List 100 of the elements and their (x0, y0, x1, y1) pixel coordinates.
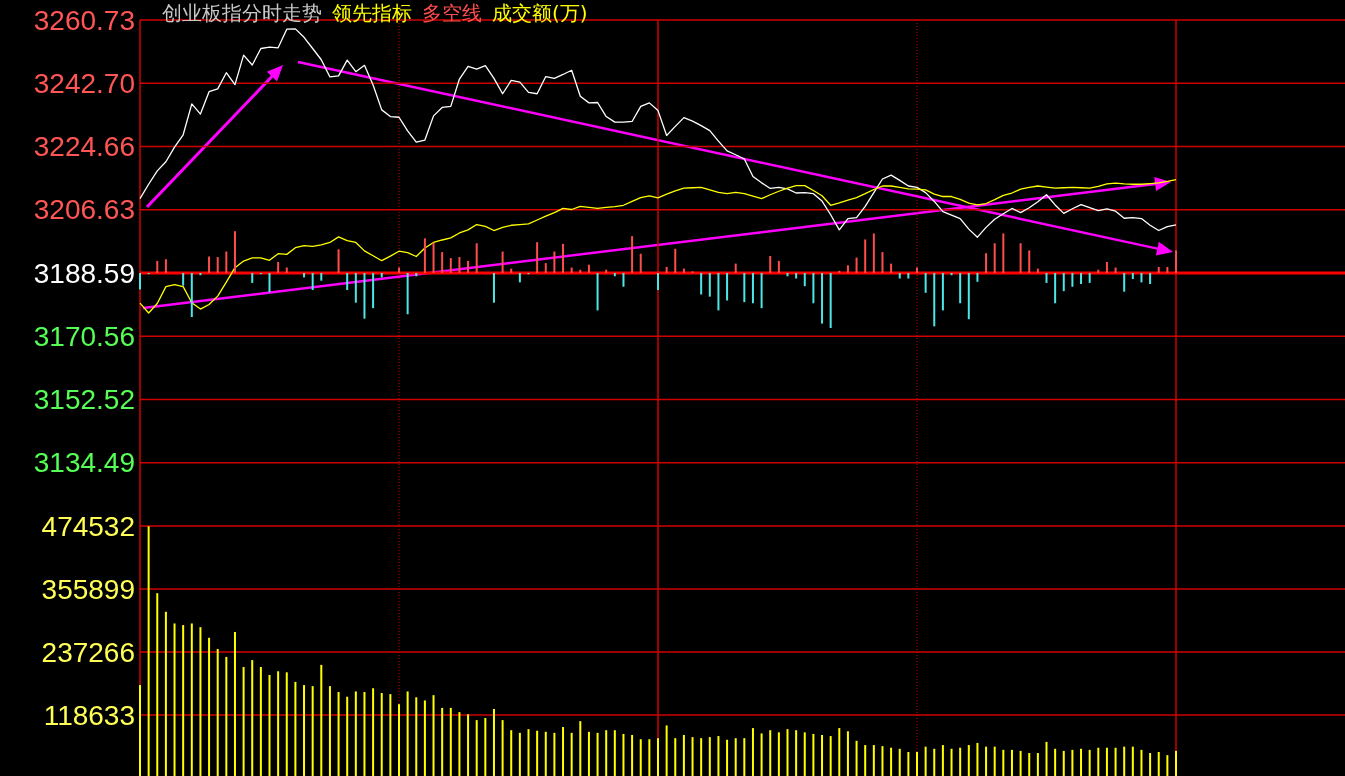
bar (622, 273, 625, 287)
bar (898, 748, 901, 776)
bar (458, 712, 461, 776)
bar (449, 707, 452, 776)
bar (337, 249, 340, 273)
bar (562, 243, 565, 273)
bar (199, 273, 202, 276)
bar (380, 693, 383, 776)
bar (648, 739, 651, 776)
text: 多空线 (422, 1, 482, 25)
bar (475, 720, 478, 776)
bar (890, 263, 893, 273)
bar (812, 733, 815, 776)
bar (423, 700, 426, 776)
bar (717, 736, 720, 776)
bar (829, 273, 832, 328)
bar (665, 266, 668, 273)
bar (631, 236, 634, 273)
bar (1019, 243, 1022, 273)
bar (916, 267, 918, 273)
bar (674, 738, 677, 776)
y-tick-label: 3152.52 (33, 384, 135, 415)
bar (294, 681, 297, 776)
bar (760, 733, 763, 776)
bar (907, 273, 910, 279)
bar (527, 729, 530, 776)
bar (803, 732, 806, 776)
bar (173, 623, 176, 776)
bar (311, 273, 314, 291)
y-tick-label: 118633 (43, 699, 135, 731)
bar (1175, 250, 1177, 273)
bar (354, 273, 357, 303)
bar (225, 656, 228, 776)
bar (1088, 749, 1091, 776)
bar (475, 243, 478, 273)
bar (846, 265, 849, 273)
bar (190, 273, 193, 317)
bar (423, 238, 426, 273)
bar (924, 746, 927, 776)
bar (328, 686, 331, 776)
bar (303, 685, 306, 776)
bar (795, 730, 798, 776)
bar (406, 273, 409, 315)
bar (570, 267, 573, 273)
bar (510, 730, 513, 776)
bar (164, 259, 167, 273)
bar (354, 691, 357, 776)
bar (553, 251, 556, 273)
bar (890, 747, 893, 776)
bar (285, 672, 288, 776)
bar (855, 257, 858, 273)
y-tick-label: 3206.63 (33, 194, 135, 226)
bar (916, 751, 918, 776)
bar (777, 260, 780, 273)
bar (967, 273, 970, 320)
bar (389, 694, 392, 776)
bar (1019, 750, 1022, 776)
bar (700, 273, 703, 295)
bar (1088, 273, 1091, 283)
bar (846, 731, 849, 776)
bar (751, 273, 754, 304)
bar (1054, 748, 1057, 776)
bar (190, 623, 193, 776)
bar (639, 253, 642, 273)
bar (838, 270, 841, 273)
bar (1036, 753, 1039, 776)
y-tick-label: 3260.73 (33, 4, 135, 36)
bar (553, 732, 556, 776)
bar (976, 273, 979, 282)
bar (285, 267, 288, 273)
bar (432, 695, 435, 776)
bar (1166, 266, 1169, 273)
bar (924, 273, 927, 293)
bar (449, 258, 452, 273)
bar (432, 242, 435, 273)
bar (1080, 273, 1083, 284)
y-tick-label: 237266 (41, 636, 135, 668)
bar (1175, 750, 1177, 776)
bar (492, 708, 495, 776)
bar (1062, 273, 1065, 292)
bar (277, 671, 280, 776)
bar (415, 697, 418, 776)
bar (268, 273, 271, 293)
bar (959, 273, 962, 304)
bar (717, 273, 720, 311)
bar (501, 251, 504, 273)
bar (1123, 746, 1126, 776)
bar (682, 734, 685, 776)
bar (225, 251, 228, 273)
bar (726, 739, 729, 776)
bar (147, 526, 150, 776)
bar (233, 231, 236, 273)
bar (1114, 267, 1117, 273)
bar (536, 730, 539, 776)
bar (251, 273, 254, 283)
bar (458, 257, 461, 273)
bar (467, 714, 470, 776)
y-tick-label: 3224.66 (33, 131, 135, 162)
bar (665, 725, 668, 776)
bar (1157, 266, 1160, 273)
